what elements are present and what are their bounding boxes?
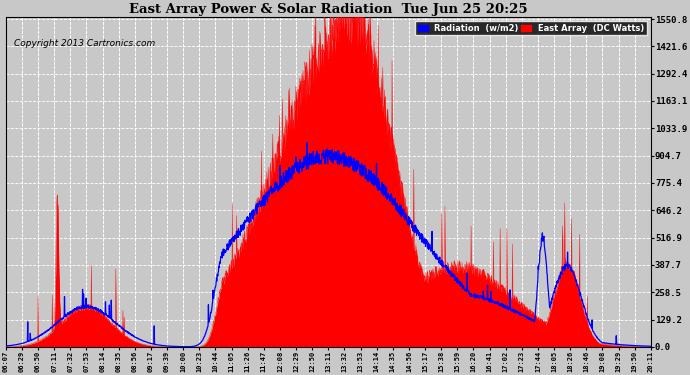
- Title: East Array Power & Solar Radiation  Tue Jun 25 20:25: East Array Power & Solar Radiation Tue J…: [129, 3, 528, 16]
- Text: Copyright 2013 Cartronics.com: Copyright 2013 Cartronics.com: [14, 39, 155, 48]
- Legend: Radiation  (w/m2), East Array  (DC Watts): Radiation (w/m2), East Array (DC Watts): [415, 21, 647, 35]
